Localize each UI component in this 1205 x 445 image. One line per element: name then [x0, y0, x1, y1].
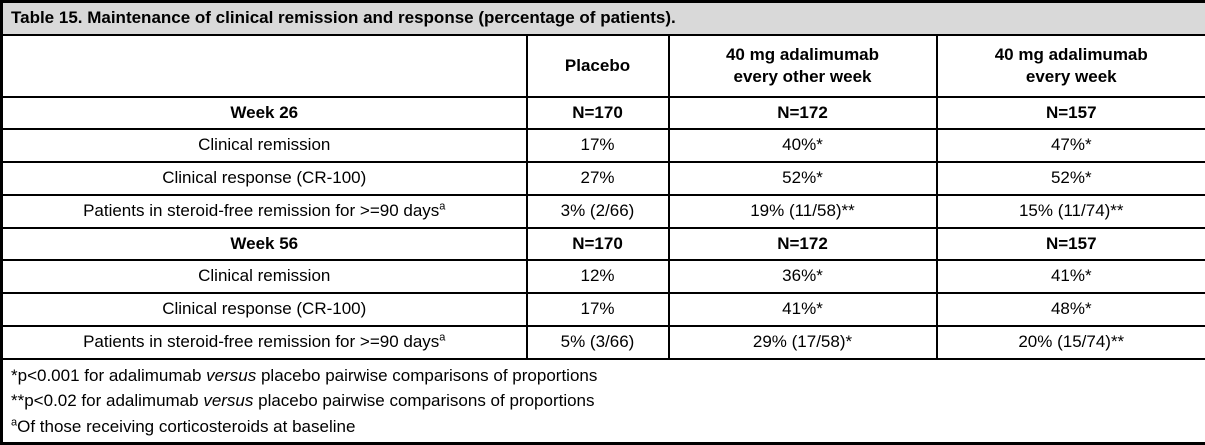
- week-56-header-row: Week 56 N=170 N=172 N=157: [2, 228, 1205, 260]
- row-label-superscript: a: [439, 331, 445, 343]
- value-eow: 29% (17/58)*: [669, 326, 937, 359]
- table-row-clinical-remission-wk26: Clinical remission 17% 40%* 47%*: [2, 129, 1205, 162]
- row-label: Patients in steroid-free remission for >…: [2, 195, 527, 228]
- value-ew: 15% (11/74)**: [937, 195, 1205, 228]
- week-26-n-placebo: N=170: [527, 97, 669, 129]
- footnote-text: placebo pairwise comparisons of proporti…: [256, 366, 597, 385]
- week-26-n-eow: N=172: [669, 97, 937, 129]
- value-ew: 48%*: [937, 293, 1205, 326]
- footnote-p001: *p<0.001 for adalimumab versus placebo p…: [11, 363, 1197, 389]
- header-eow-line2: every other week: [674, 66, 932, 87]
- table-row-steroid-free-wk56: Patients in steroid-free remission for >…: [2, 326, 1205, 359]
- header-adalimumab-every-week: 40 mg adalimumab every week: [937, 35, 1205, 97]
- value-eow: 36%*: [669, 260, 937, 293]
- footnote-italic-text: versus: [206, 366, 256, 385]
- row-label: Clinical response (CR-100): [2, 162, 527, 195]
- week-56-n-eow: N=172: [669, 228, 937, 260]
- week-56-n-ew: N=157: [937, 228, 1205, 260]
- value-placebo: 17%: [527, 129, 669, 162]
- value-eow: 41%*: [669, 293, 937, 326]
- footnote-p002: **p<0.02 for adalimumab versus placebo p…: [11, 388, 1197, 414]
- row-label: Patients in steroid-free remission for >…: [2, 326, 527, 359]
- value-ew: 41%*: [937, 260, 1205, 293]
- week-56-label: Week 56: [2, 228, 527, 260]
- table-row-steroid-free-wk26: Patients in steroid-free remission for >…: [2, 195, 1205, 228]
- table-row-clinical-response-wk56: Clinical response (CR-100) 17% 41%* 48%*: [2, 293, 1205, 326]
- value-placebo: 27%: [527, 162, 669, 195]
- row-label: Clinical remission: [2, 260, 527, 293]
- week-26-label: Week 26: [2, 97, 527, 129]
- footnote-corticosteroids: aOf those receiving corticosteroids at b…: [11, 414, 1197, 440]
- value-ew: 47%*: [937, 129, 1205, 162]
- value-ew: 20% (15/74)**: [937, 326, 1205, 359]
- row-label-text: Patients in steroid-free remission for >…: [83, 201, 439, 220]
- header-ew-line2: every week: [942, 66, 1202, 87]
- row-label-superscript: a: [439, 200, 445, 212]
- table-row-clinical-remission-wk56: Clinical remission 12% 36%* 41%*: [2, 260, 1205, 293]
- table-row-clinical-response-wk26: Clinical response (CR-100) 27% 52%* 52%*: [2, 162, 1205, 195]
- value-placebo: 5% (3/66): [527, 326, 669, 359]
- footnote-text: Of those receiving corticosteroids at ba…: [17, 417, 355, 436]
- header-eow-line1: 40 mg adalimumab: [674, 44, 932, 65]
- header-adalimumab-every-other-week: 40 mg adalimumab every other week: [669, 35, 937, 97]
- row-label: Clinical remission: [2, 129, 527, 162]
- footnote-text: *p<0.001 for adalimumab: [11, 366, 206, 385]
- footnotes-row: *p<0.001 for adalimumab versus placebo p…: [2, 359, 1205, 444]
- value-placebo: 12%: [527, 260, 669, 293]
- value-eow: 52%*: [669, 162, 937, 195]
- value-eow: 19% (11/58)**: [669, 195, 937, 228]
- week-56-n-placebo: N=170: [527, 228, 669, 260]
- footnotes-cell: *p<0.001 for adalimumab versus placebo p…: [2, 359, 1205, 444]
- value-eow: 40%*: [669, 129, 937, 162]
- header-placebo-label: Placebo: [532, 55, 664, 76]
- table-title-row: Table 15. Maintenance of clinical remiss…: [2, 2, 1205, 35]
- week-26-header-row: Week 26 N=170 N=172 N=157: [2, 97, 1205, 129]
- header-placebo: Placebo: [527, 35, 669, 97]
- value-ew: 52%*: [937, 162, 1205, 195]
- column-header-row: Placebo 40 mg adalimumab every other wee…: [2, 35, 1205, 97]
- row-label-text: Patients in steroid-free remission for >…: [83, 332, 439, 351]
- header-empty-cell: [2, 35, 527, 97]
- footnote-text: **p<0.02 for adalimumab: [11, 391, 203, 410]
- row-label: Clinical response (CR-100): [2, 293, 527, 326]
- footnote-italic-text: versus: [203, 391, 253, 410]
- value-placebo: 17%: [527, 293, 669, 326]
- table-title: Table 15. Maintenance of clinical remiss…: [2, 2, 1205, 35]
- value-placebo: 3% (2/66): [527, 195, 669, 228]
- week-26-n-ew: N=157: [937, 97, 1205, 129]
- footnote-text: placebo pairwise comparisons of proporti…: [253, 391, 594, 410]
- header-ew-line1: 40 mg adalimumab: [942, 44, 1202, 65]
